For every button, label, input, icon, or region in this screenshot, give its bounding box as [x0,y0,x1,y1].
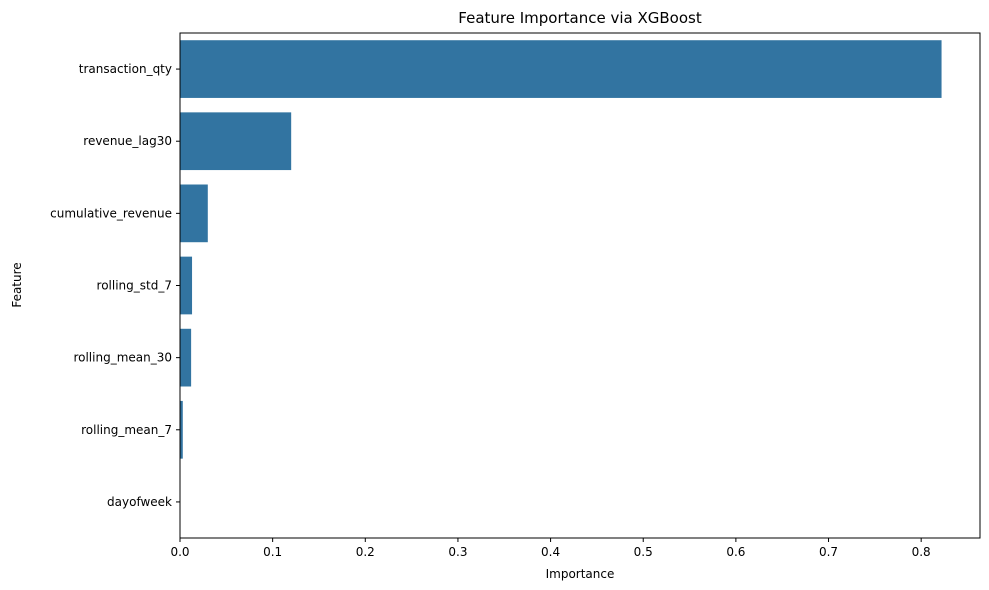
x-tick-label: 0.8 [912,545,931,559]
y-tick-label: rolling_std_7 [97,279,172,293]
y-axis-ticks: transaction_qty revenue_lag30 cumulative_r… [50,62,180,509]
x-tick-label: 0.6 [726,545,745,559]
x-tick-label: 0.1 [263,545,282,559]
chart-title: Feature Importance via XGBoost [458,9,702,27]
x-tick-label: 0.3 [448,545,467,559]
plot-frame [179,32,981,539]
bars-layer [180,40,942,459]
bar-revenue-lag30 [180,112,292,171]
x-axis-ticks: 0.0 0.1 0.2 0.3 0.4 0.5 0.6 0.7 0.8 [170,538,931,559]
bar-rolling-mean-30 [180,328,192,387]
y-tick-label: rolling_mean_30 [73,351,172,365]
x-tick-label: 0.5 [634,545,653,559]
y-tick-label: dayofweek [107,495,172,509]
bar-rolling-std-7 [180,256,193,315]
x-tick-label: 0.0 [170,545,189,559]
y-tick-label: revenue_lag30 [83,134,172,148]
x-tick-label: 0.4 [541,545,560,559]
x-tick-label: 0.7 [819,545,838,559]
y-tick-label: rolling_mean_7 [81,423,172,437]
y-tick-label: transaction_qty [79,62,172,76]
y-tick-label: cumulative_revenue [50,206,172,220]
bar-cumulative-revenue [180,184,208,243]
bar-rolling-mean-7 [180,400,183,459]
y-axis-label: Feature [10,262,24,307]
x-tick-label: 0.2 [356,545,375,559]
bar-transaction-qty [180,40,942,98]
x-axis-label: Importance [546,567,615,581]
